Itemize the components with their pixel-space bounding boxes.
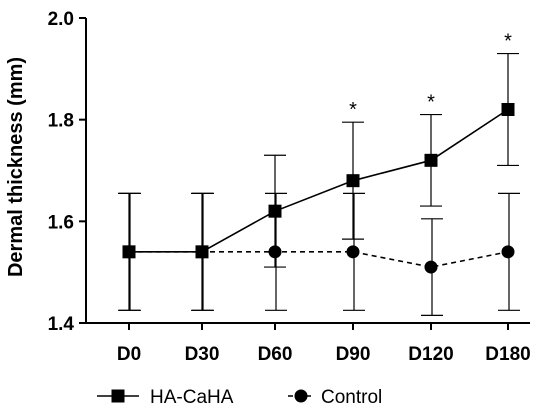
x-axis-ticks: D0 D30 D60 D90 D120 D180 — [117, 323, 531, 365]
series-layer — [118, 52, 520, 316]
series-line — [129, 108, 509, 253]
data-point-circle — [501, 245, 515, 259]
legend-marker-square — [111, 389, 125, 403]
series-line — [129, 251, 509, 268]
data-point-square — [501, 103, 515, 116]
x-tick-label: D0 — [117, 344, 141, 365]
x-tick-label: D90 — [336, 344, 371, 365]
series-ha-caha — [118, 52, 519, 311]
data-point-square — [346, 174, 360, 188]
x-tick-label: D120 — [408, 344, 453, 365]
data-point-circle — [424, 260, 438, 274]
significance-asterisk: * — [504, 31, 512, 53]
data-point-circle — [195, 245, 209, 259]
significance-asterisk: * — [349, 99, 357, 121]
data-point-square — [268, 204, 282, 218]
x-tick-label: D30 — [185, 344, 220, 365]
legend-item: HA-CaHA — [97, 387, 234, 408]
y-tick-label: 1.4 — [48, 314, 75, 335]
y-tick-label: 1.8 — [48, 111, 74, 132]
data-point-square — [424, 153, 438, 167]
data-point-circle — [346, 245, 360, 259]
y-tick-label: 2.0 — [48, 9, 74, 30]
significance-annotations: * * * — [349, 31, 512, 122]
legend-label: HA-CaHA — [150, 387, 234, 408]
x-tick-label: D60 — [258, 344, 293, 365]
legend: HA-CaHA Control — [97, 387, 382, 408]
y-tick-label: 1.6 — [48, 212, 74, 233]
x-tick-label: D180 — [485, 344, 530, 365]
series-control — [119, 192, 520, 316]
data-point-circle — [268, 245, 282, 259]
data-point-circle — [122, 245, 136, 259]
legend-label: Control — [321, 387, 382, 408]
legend-marker-circle — [294, 389, 308, 403]
y-axis-title: Dermal thickness (mm) — [5, 57, 27, 277]
legend-item: Control — [288, 387, 382, 408]
significance-asterisk: * — [427, 92, 435, 114]
y-axis-ticks: 1.4 1.6 1.8 2.0 — [48, 9, 86, 335]
